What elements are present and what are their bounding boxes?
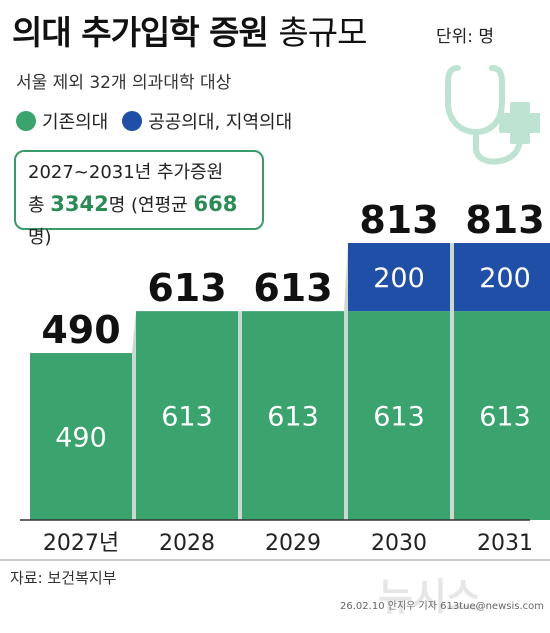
bar-existing-4 bbox=[454, 311, 550, 520]
legend-swatch-public bbox=[122, 111, 143, 131]
x-tick-label: 2028 bbox=[159, 531, 215, 556]
connector-band bbox=[450, 243, 454, 520]
bar-total-label: 813 bbox=[465, 198, 544, 242]
bar-existing-2 bbox=[242, 311, 344, 520]
summary-line1: 2027~2031년 추가증원 bbox=[28, 162, 224, 183]
bar-total-label: 613 bbox=[147, 266, 226, 310]
bar-existing-1 bbox=[136, 311, 238, 520]
watermark-logo: 뉴시스 bbox=[378, 575, 481, 619]
credit-line: 26.02.10 안지우 기자 613tue@newsis.com bbox=[340, 601, 544, 612]
summary-box: 2027~2031년 추가증원 총 3342명 (연평균 668 명) bbox=[14, 150, 264, 248]
connector-band bbox=[132, 311, 136, 520]
bar-value-label: 613 bbox=[373, 402, 425, 433]
chart-title: 의대 추가입학 증원 총규모 bbox=[12, 6, 367, 54]
stethoscope-icon bbox=[445, 65, 540, 165]
bar-total-label: 490 bbox=[41, 308, 120, 352]
bar-total-label: 813 bbox=[359, 198, 438, 242]
legend-item-public: 공공의대, 지역의대 bbox=[122, 108, 292, 134]
summary-total: 3342 bbox=[50, 192, 109, 216]
bar-existing-3 bbox=[348, 311, 450, 520]
bar-value-label: 490 bbox=[55, 423, 107, 454]
x-tick-label: 2031 bbox=[477, 531, 533, 556]
x-tick-label: 2029 bbox=[265, 531, 321, 556]
bar-public-3 bbox=[348, 243, 450, 312]
summary-average: 668 bbox=[193, 192, 238, 216]
bar-existing-0 bbox=[30, 353, 132, 520]
legend-label-existing: 기존의대 bbox=[42, 112, 109, 133]
bar-public-4 bbox=[454, 243, 550, 312]
bar-value-label: 200 bbox=[373, 263, 425, 294]
connector-band bbox=[238, 311, 242, 520]
legend-swatch-existing bbox=[16, 111, 36, 131]
summary-line2: 총 3342명 (연평균 668 명) bbox=[28, 188, 252, 254]
legend-label-public: 공공의대, 지역의대 bbox=[148, 112, 293, 133]
bar-value-label: 613 bbox=[161, 402, 213, 433]
summary-suffix: 명) bbox=[28, 227, 52, 248]
legend-item-existing: 기존의대 bbox=[16, 108, 108, 134]
summary-mid: 명 (연평균 bbox=[108, 195, 194, 216]
bar-total-label: 613 bbox=[253, 266, 332, 310]
bar-value-label: 200 bbox=[479, 263, 531, 294]
legend: 기존의대 공공의대, 지역의대 bbox=[16, 108, 306, 134]
bar-value-label: 613 bbox=[267, 402, 319, 433]
bar-value-label: 613 bbox=[479, 402, 531, 433]
title-light: 총규모 bbox=[278, 13, 367, 52]
title-bold: 의대 추가입학 증원 bbox=[12, 13, 269, 52]
source-note: 자료: 보건복지부 bbox=[10, 569, 117, 587]
chart-subtitle: 서울 제외 32개 의과대학 대상 bbox=[16, 73, 232, 93]
summary-prefix: 총 bbox=[28, 195, 51, 216]
connector-band bbox=[344, 243, 348, 520]
x-tick-label: 2030 bbox=[371, 531, 427, 556]
unit-label: 단위: 명 bbox=[436, 27, 495, 47]
x-tick-label: 2027년 bbox=[43, 531, 119, 556]
